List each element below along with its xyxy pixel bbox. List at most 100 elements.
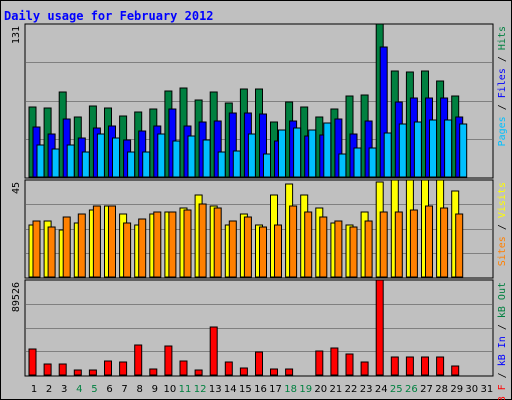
bar-sites-day-29 <box>455 213 464 278</box>
bar-kb-f-day-21 <box>330 347 339 376</box>
bar-kb-f-day-13 <box>209 326 218 376</box>
bar-pages-day-14 <box>232 150 241 178</box>
day-label: 4 <box>76 384 82 395</box>
legend-part: / <box>497 218 508 236</box>
bar-pages-day-12 <box>202 139 211 178</box>
day-label: 27 <box>420 384 433 395</box>
bar-sites-day-28 <box>440 207 449 278</box>
bar-kb-f-day-24 <box>375 279 384 376</box>
bar-kb-f-day-26 <box>405 356 414 376</box>
legend-part: Sites <box>497 236 508 266</box>
day-label: 13 <box>209 384 222 395</box>
day-label: 29 <box>450 384 463 395</box>
day-label: 23 <box>360 384 373 395</box>
day-axis: 1 2 3 4 5 6 7 8 9 10 11 12 13 14 15 16 17 18 19 20 21 22 23 24 2… <box>31 384 493 395</box>
bar-pages-day-1 <box>36 144 45 178</box>
bar-sites-day-24 <box>379 211 388 278</box>
day-label: 2 <box>46 384 52 395</box>
legend-label-visits-sites: Sites / Visits <box>497 182 508 266</box>
bar-pages-day-25 <box>398 123 407 178</box>
bar-pages-day-17 <box>278 129 286 178</box>
bar-sites-day-17 <box>274 224 282 278</box>
bar-pages-day-7 <box>127 151 136 178</box>
legend-part: kB F <box>497 384 508 400</box>
day-label: 16 <box>254 384 267 395</box>
day-label: 24 <box>375 384 388 395</box>
bar-pages-day-16 <box>263 153 271 178</box>
bar-sites-day-1 <box>32 220 41 278</box>
bar-kb-f-day-28 <box>436 356 445 376</box>
bar-kb-f-day-12 <box>194 369 203 376</box>
legend-label-kbf-kbin-kbout: kB F / kB In / kB Out <box>497 282 508 400</box>
day-label: 3 <box>61 384 67 395</box>
series-kb-f <box>28 279 460 376</box>
day-label: 10 <box>164 384 177 395</box>
bar-sites-day-4 <box>77 213 86 278</box>
bar-pages-day-3 <box>66 144 75 178</box>
day-label: 26 <box>405 384 418 395</box>
day-label: 17 <box>269 384 282 395</box>
bar-pages-day-9 <box>157 133 166 178</box>
bar-pages-day-26 <box>413 121 422 178</box>
legend-part: / <box>497 318 508 336</box>
bar-kb-f-day-6 <box>104 360 112 376</box>
bar-sites-day-10 <box>168 211 177 278</box>
day-label: 20 <box>314 384 327 395</box>
day-label: 5 <box>91 384 97 395</box>
bar-sites-day-22 <box>349 226 358 278</box>
bar-sites-day-9 <box>153 211 162 278</box>
legend-part: / <box>497 50 508 68</box>
legend-part: Files <box>497 68 508 98</box>
bar-pages-day-19 <box>308 129 317 178</box>
day-label: 11 <box>179 384 192 395</box>
bar-kb-f-day-8 <box>134 344 143 376</box>
day-label: 30 <box>465 384 478 395</box>
bar-kb-f-day-17 <box>270 368 278 376</box>
bar-pages-day-4 <box>81 151 90 178</box>
bar-pages-day-15 <box>247 133 256 178</box>
bar-pages-day-2 <box>51 148 60 178</box>
bar-pages-day-29 <box>459 123 468 178</box>
bar-sites-day-23 <box>364 220 373 278</box>
bar-sites-day-20 <box>319 216 328 278</box>
day-label: 6 <box>106 384 112 395</box>
bar-kb-f-day-22 <box>345 353 354 376</box>
y-max-label: 45 <box>11 182 22 194</box>
legend-part: kB In <box>497 336 508 366</box>
legend-part: / <box>497 98 508 116</box>
panel-border <box>24 179 494 279</box>
bar-sites-day-18 <box>289 205 298 278</box>
day-label: 9 <box>152 384 158 395</box>
bar-pages-day-20 <box>323 122 332 178</box>
bar-kb-f-day-16 <box>255 351 263 376</box>
day-label: 7 <box>121 384 127 395</box>
bar-sites-day-11 <box>183 209 192 278</box>
day-label: 28 <box>435 384 448 395</box>
bar-kb-f-day-1 <box>28 348 37 376</box>
legend-part: Hits <box>497 26 508 50</box>
series-sites <box>32 203 464 278</box>
bar-kb-f-day-15 <box>239 367 248 376</box>
day-label: 14 <box>224 384 237 395</box>
bar-pages-day-21 <box>338 153 347 178</box>
bar-sites-day-27 <box>425 205 433 278</box>
bar-kb-f-day-27 <box>421 356 429 376</box>
bar-pages-day-23 <box>368 147 377 178</box>
bar-sites-day-15 <box>243 216 252 278</box>
day-label: 8 <box>137 384 143 395</box>
bar-pages-day-13 <box>217 151 226 178</box>
bar-pages-day-11 <box>187 135 196 178</box>
bar-sites-day-21 <box>334 220 343 278</box>
bar-pages-day-28 <box>444 119 453 178</box>
day-label: 22 <box>345 384 358 395</box>
bar-sites-day-19 <box>304 211 313 278</box>
bar-sites-day-25 <box>394 211 403 278</box>
day-label: 18 <box>284 384 297 395</box>
bar-sites-day-16 <box>259 226 267 278</box>
bar-pages-day-27 <box>429 119 437 178</box>
panel-border <box>24 23 494 179</box>
bar-kb-f-day-4 <box>73 369 82 376</box>
